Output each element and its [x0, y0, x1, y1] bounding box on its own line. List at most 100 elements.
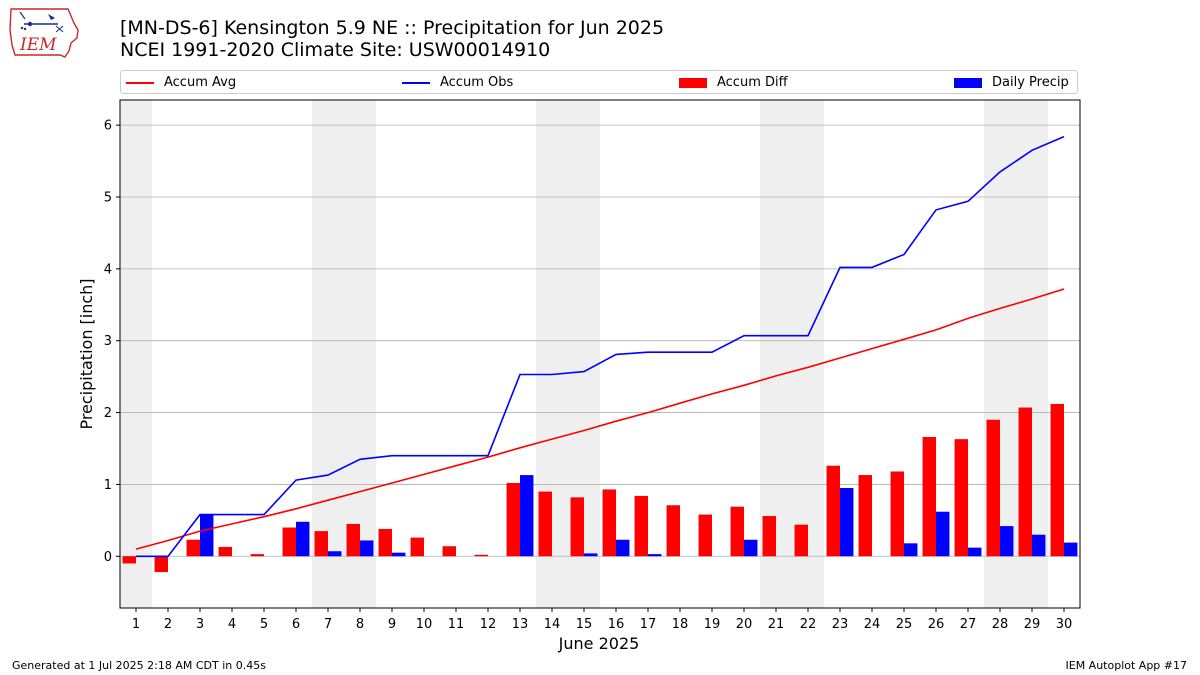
legend-label: Accum Diff: [717, 75, 788, 90]
diff-bar: [314, 531, 328, 557]
x-tick-label: 8: [356, 617, 364, 632]
diff-bar: [538, 491, 552, 557]
diff-bar: [506, 482, 520, 557]
daily-bar: [360, 540, 374, 557]
accum-obs-line: [136, 135, 1065, 558]
diff-bar: [954, 439, 968, 557]
daily-bar: [328, 551, 342, 557]
diff-bar: [794, 524, 808, 557]
weekend-shading: [120, 100, 1048, 608]
daily-bar: [840, 488, 854, 557]
legend-item-daily-precip: Daily Precip: [954, 74, 1069, 91]
x-tick-label: 16: [608, 617, 625, 632]
daily-bar: [1032, 534, 1046, 557]
legend-label: Daily Precip: [992, 75, 1069, 90]
x-tick-label: 18: [672, 617, 689, 632]
diff-bar: [154, 556, 168, 573]
iowa-map-icon: IEM: [9, 8, 79, 58]
legend-item-accum-obs: Accum Obs: [402, 74, 513, 91]
diff-bar: [442, 546, 456, 557]
x-tick-label: 30: [1056, 617, 1073, 632]
diff-bar: [602, 489, 616, 557]
x-tick-label: 5: [260, 617, 268, 632]
accum-lines: [135, 135, 1065, 558]
logo-text: IEM: [19, 35, 57, 55]
y-tick-label: 2: [104, 406, 112, 421]
diff-bar: [346, 523, 360, 557]
accum-avg-line: [135, 288, 1065, 550]
diff-bar: [666, 505, 680, 557]
x-tick-label: 27: [960, 617, 977, 632]
weekend-band: [120, 100, 152, 608]
diff-bar: [634, 495, 648, 557]
x-tick-label: 9: [388, 617, 396, 632]
x-tick-label: 14: [544, 617, 561, 632]
diff-bar: [762, 516, 776, 557]
daily-bar: [584, 553, 598, 557]
y-tick-label: 0: [104, 550, 112, 565]
diff-bar: [474, 554, 488, 557]
x-tick-label: 6: [292, 617, 300, 632]
daily-bar: [904, 543, 918, 557]
x-axis-label: June 2025: [558, 634, 640, 653]
x-tick-label: 15: [576, 617, 593, 632]
chart-subtitle: NCEI 1991-2020 Climate Site: USW00014910: [120, 39, 551, 61]
diff-bar: [122, 556, 136, 564]
diff-bar: [1050, 403, 1064, 557]
x-tick-label: 29: [1024, 617, 1041, 632]
daily-bar: [616, 539, 630, 557]
x-tick-label: 7: [324, 617, 332, 632]
daily-bar: [200, 514, 214, 557]
x-tick-label: 4: [228, 617, 236, 632]
footer-app: IEM Autoplot App #17: [1065, 659, 1188, 672]
legend-swatch: [126, 81, 154, 84]
y-tick-label: 4: [104, 262, 112, 277]
legend-item-accum-avg: Accum Avg: [126, 74, 236, 91]
legend-swatch: [402, 81, 430, 84]
daily-bar: [744, 539, 758, 557]
diff-bar: [378, 528, 392, 557]
x-tick-label: 1: [132, 617, 140, 632]
x-tick-label: 22: [800, 617, 817, 632]
daily-bar: [968, 547, 982, 557]
x-tick-label: 3: [196, 617, 204, 632]
y-tick-label: 5: [104, 191, 112, 206]
x-tick-label: 12: [480, 617, 497, 632]
x-tick-label: 20: [736, 617, 753, 632]
daily-precip-bars: [200, 475, 1078, 557]
x-tick-label: 28: [992, 617, 1009, 632]
plot-frame: [119, 99, 1081, 609]
legend-swatch: [954, 77, 982, 88]
x-tick-label: 10: [416, 617, 433, 632]
x-tick-label: 21: [768, 617, 785, 632]
x-tick-label: 11: [448, 617, 465, 632]
diff-bar: [218, 546, 232, 557]
x-tick-label: 24: [864, 617, 881, 632]
x-tick-label: 2: [164, 617, 172, 632]
daily-bar: [648, 554, 662, 557]
legend-swatch: [679, 77, 707, 88]
diff-bar: [570, 497, 584, 557]
grid-lines: [120, 124, 1080, 557]
x-tick-label: 23: [832, 617, 849, 632]
x-tick-label: 26: [928, 617, 945, 632]
y-tick-label: 6: [104, 119, 112, 134]
daily-bar: [1064, 542, 1078, 557]
daily-bar: [392, 552, 406, 557]
diff-bar: [922, 436, 936, 557]
diff-bar: [250, 554, 264, 557]
y-axis-label: Precipitation [inch]: [77, 278, 96, 429]
legend-item-accum-diff: Accum Diff: [679, 74, 788, 91]
daily-bar: [936, 511, 950, 557]
diff-bar: [890, 471, 904, 557]
diff-bar: [186, 539, 200, 557]
diff-bar: [858, 475, 872, 557]
diff-bar: [1018, 407, 1032, 557]
x-tick-label: 19: [704, 617, 721, 632]
x-tick-label: 25: [896, 617, 913, 632]
legend-label: Accum Avg: [164, 75, 237, 90]
x-tick-label: 13: [512, 617, 529, 632]
iem-logo: IEM: [8, 6, 82, 64]
daily-bar: [1000, 526, 1014, 557]
